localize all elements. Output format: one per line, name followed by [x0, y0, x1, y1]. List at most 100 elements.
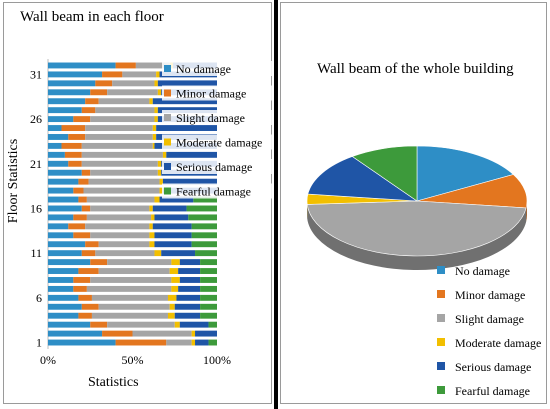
- bar-floor-24-minor-damage: [68, 134, 86, 140]
- bar-floor-4-moderate-damage: [167, 312, 175, 319]
- bar-floor-10-serious-damage: [179, 259, 201, 266]
- pie-legend-label-slight-damage: Slight damage: [455, 312, 524, 326]
- legend-label-fearful-damage: Fearful damage: [176, 185, 251, 199]
- bar-floor-10-moderate-damage: [171, 259, 180, 266]
- bar-floor-9-minor-damage: [78, 268, 99, 274]
- bar-floor-7-moderate-damage: [171, 285, 179, 292]
- bar-floor-14-slight-damage: [85, 223, 150, 230]
- bar-floor-25-serious-damage: [156, 125, 217, 131]
- bar-floor-14-serious-damage: [152, 223, 192, 230]
- bar-floor-28-serious-damage: [152, 98, 217, 105]
- pie-slice-slight-damage: [306, 200, 527, 257]
- bar-floor-12-minor-damage: [85, 241, 99, 248]
- bar-floor-23-slight-damage: [81, 142, 153, 149]
- bar-floor-28-moderate-damage: [149, 98, 153, 105]
- bar-floor-6-slight-damage: [91, 294, 168, 301]
- bar-floor-22-slight-damage: [81, 151, 163, 158]
- bar-floor-30-serious-damage: [157, 80, 217, 87]
- bar-floor-22-serious-damage: [166, 151, 217, 158]
- bar-floor-24-moderate-damage: [152, 134, 157, 140]
- bar-floor-27-no-damage: [48, 107, 82, 114]
- bar-floor-9-slight-damage: [98, 268, 170, 274]
- bar-floor-30-moderate-damage: [154, 80, 158, 87]
- bar-floor-15-slight-damage: [86, 214, 152, 221]
- bar-floor-15-minor-damage: [73, 214, 87, 221]
- bar-floor-8-fearful-damage: [200, 277, 217, 283]
- x-tick-label: 100%: [203, 353, 231, 367]
- bar-floor-18-minor-damage: [73, 187, 84, 194]
- bar-floor-25-minor-damage: [61, 125, 86, 131]
- bar-floor-16-serious-damage: [152, 205, 187, 212]
- legend-label-serious-damage: Serious damage: [176, 160, 252, 174]
- bar-floor-22-no-damage: [48, 151, 65, 158]
- bar-floor-10-slight-damage: [107, 259, 172, 266]
- bar-floor-22-minor-damage: [64, 151, 82, 158]
- bar-floor-30-no-damage: [48, 80, 96, 87]
- bar-floor-29-minor-damage: [90, 89, 108, 96]
- bar-floor-17-no-damage: [48, 196, 79, 203]
- building-chart-plot: No damage Minor damage Slight damage Modera…: [306, 145, 541, 398]
- pie-legend-label-serious-damage: Serious damage: [455, 360, 531, 374]
- y-tick-label: 6: [36, 291, 42, 305]
- bar-floor-14-fearful-damage: [191, 223, 217, 230]
- bar-floor-1-no-damage: [48, 339, 116, 346]
- legend-label-slight-damage: Slight damage: [176, 111, 245, 125]
- pie-legend-swatch-minor-damage: [437, 290, 445, 298]
- bar-floor-17-slight-damage: [86, 196, 155, 203]
- bar-floor-23-no-damage: [48, 142, 62, 149]
- bar-floor-4-minor-damage: [78, 312, 92, 319]
- bar-floor-2-slight-damage: [132, 330, 192, 337]
- bar-floor-9-serious-damage: [178, 268, 201, 274]
- bar-floor-15-moderate-damage: [151, 214, 155, 221]
- bar-floor-2-no-damage: [48, 330, 103, 337]
- y-tick-label: 31: [30, 67, 42, 81]
- y-tick-label: 16: [30, 201, 42, 215]
- pie-legend-swatch-moderate-damage: [437, 338, 445, 346]
- bar-floor-28-no-damage: [48, 98, 86, 105]
- bar-floor-2-minor-damage: [102, 330, 133, 337]
- bar-floor-7-minor-damage: [73, 285, 87, 292]
- bar-floor-23-moderate-damage: [152, 142, 155, 149]
- bar-floor-13-minor-damage: [73, 232, 91, 239]
- bar-floor-9-moderate-damage: [169, 268, 179, 274]
- pie-legend-swatch-no-damage: [437, 266, 445, 274]
- bar-floor-20-minor-damage: [81, 169, 91, 176]
- floor-chart-panel: Wall beam in each floor Statistics Floor…: [3, 2, 324, 404]
- bar-floor-7-fearful-damage: [200, 285, 217, 292]
- bar-floor-26-slight-damage: [90, 116, 155, 123]
- bar-floor-12-fearful-damage: [191, 241, 217, 248]
- panel-divider: [274, 0, 278, 409]
- bar-floor-17-minor-damage: [78, 196, 87, 203]
- bar-floor-7-slight-damage: [86, 285, 172, 292]
- y-tick-label: 11: [30, 246, 42, 260]
- bar-floor-30-slight-damage: [112, 80, 155, 87]
- bar-floor-5-slight-damage: [98, 303, 170, 310]
- bar-floor-32-slight-damage: [135, 62, 170, 69]
- bar-floor-29-moderate-damage: [157, 89, 162, 96]
- bar-floor-8-moderate-damage: [171, 277, 180, 283]
- bar-floor-16-slight-damage: [90, 205, 150, 212]
- bar-floor-3-slight-damage: [107, 321, 175, 328]
- pie-slice-no-damage: [416, 145, 514, 202]
- bar-floor-5-fearful-damage: [200, 303, 217, 310]
- bar-floor-25-moderate-damage: [152, 125, 157, 131]
- bar-floor-31-moderate-damage: [156, 71, 160, 78]
- bar-floor-26-no-damage: [48, 116, 74, 123]
- bar-floor-15-no-damage: [48, 214, 74, 221]
- bar-floor-11-no-damage: [48, 250, 82, 257]
- pie-slice-serious-damage: [307, 156, 419, 202]
- bar-floor-11-serious-damage: [161, 250, 196, 257]
- bar-floor-29-slight-damage: [107, 89, 158, 96]
- bar-floor-7-no-damage: [48, 285, 74, 292]
- bar-floor-31-minor-damage: [102, 71, 123, 78]
- bar-floor-12-moderate-damage: [149, 241, 155, 248]
- legend-label-minor-damage: Minor damage: [176, 87, 246, 101]
- bar-floor-17-fearful-damage: [193, 196, 217, 203]
- bar-floor-16-no-damage: [48, 205, 82, 212]
- bar-floor-5-minor-damage: [81, 303, 99, 310]
- bar-floor-13-serious-damage: [154, 232, 192, 239]
- bar-floor-4-serious-damage: [174, 312, 201, 319]
- bar-floor-31-slight-damage: [122, 71, 157, 78]
- building-chart-panel: Wall beam of the whole building No damag…: [280, 2, 547, 404]
